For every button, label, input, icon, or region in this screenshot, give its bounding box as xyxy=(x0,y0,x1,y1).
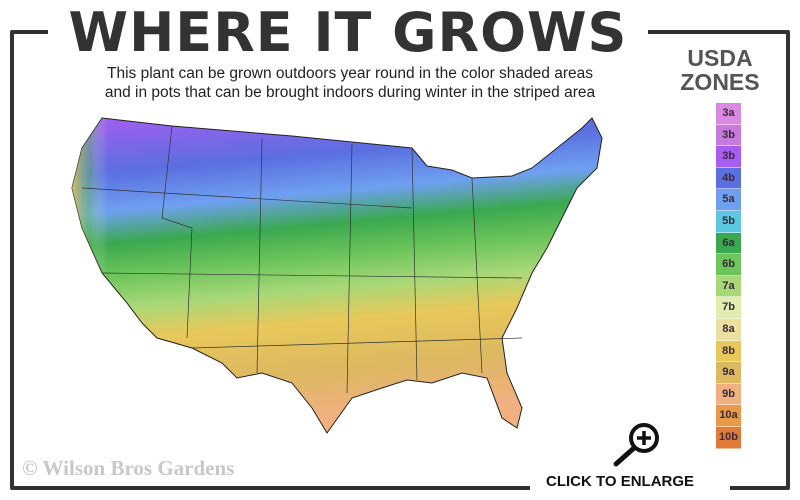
legend-zone-8b: 8b xyxy=(716,340,741,363)
legend-zone-10b: 10b xyxy=(716,426,741,449)
legend-zone-9b: 9b xyxy=(716,383,741,406)
legend-zone-3b: 3b xyxy=(716,146,741,168)
subtitle-line-2: and in pots that can be brought indoors … xyxy=(104,84,596,101)
enlarge-gap xyxy=(530,466,730,496)
legend-zone-4b: 4b xyxy=(716,167,741,190)
legend-zone-6b: 6b xyxy=(716,254,741,276)
subtitle-line-1: This plant can be grown outdoors year ro… xyxy=(107,65,593,82)
legend-zone-8a: 8a xyxy=(716,318,741,341)
legend-zone-7a: 7a xyxy=(716,275,741,298)
legend-title: USDA ZONES xyxy=(658,44,782,94)
legend-zone-10a: 10a xyxy=(716,405,741,427)
legend-zone-3a: 3a xyxy=(716,103,741,125)
watermark: © Wilson Bros Gardens xyxy=(22,456,235,480)
legend-zone-9a: 9a xyxy=(716,362,741,384)
click-to-enlarge-link[interactable]: CLICK TO ENLARGE xyxy=(546,473,695,490)
legend-zone-5b: 5b xyxy=(716,210,741,233)
subtitle: This plant can be grown outdoors year ro… xyxy=(40,64,660,102)
legend-title-zones: ZONES xyxy=(680,69,760,95)
usda-zone-map[interactable] xyxy=(62,108,642,453)
legend-zone-3b: 3b xyxy=(716,124,741,147)
legend-title-usda: USDA xyxy=(687,45,753,71)
magnifier-plus-icon[interactable] xyxy=(606,420,666,468)
legend-zone-6a: 6a xyxy=(716,232,741,255)
legend-zone-5a: 5a xyxy=(716,189,741,211)
page-title: WHERE IT GROWS xyxy=(48,0,648,64)
west-coast-shading xyxy=(72,118,192,338)
legend-zone-7b: 7b xyxy=(716,297,741,319)
zone-legend: 3a 3b 3b 4b 5a 5b 6a 6b 7a 7b 8a 8b 9a 9b 10a 10b xyxy=(716,103,741,449)
state-borders xyxy=(81,125,523,394)
